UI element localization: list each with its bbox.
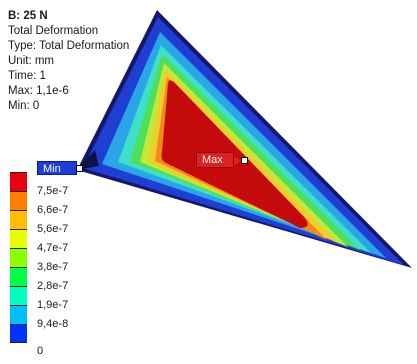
legend-swatch <box>10 191 27 210</box>
result-info-panel: B: 25 N Total Deformation Type: Total De… <box>8 9 129 114</box>
legend-label: 9,4e-8 <box>37 318 69 330</box>
max-probe-label[interactable]: Max <box>196 152 241 168</box>
legend-swatch <box>10 267 27 286</box>
legend-swatch <box>10 229 27 248</box>
min-probe-label[interactable]: Min <box>37 161 77 175</box>
legend-label: 7,5e-7 <box>37 185 69 197</box>
result-name: Total Deformation <box>8 25 99 37</box>
min-probe-marker <box>76 165 83 172</box>
legend-label: 0 <box>37 345 44 357</box>
legend-label: 2,8e-7 <box>37 280 69 292</box>
legend-label: 6,6e-7 <box>37 204 69 216</box>
triangle-plate-model <box>77 10 412 268</box>
legend-label: 5,6e-7 <box>37 223 69 235</box>
result-title: B: 25 N <box>8 10 48 22</box>
legend-swatch <box>10 248 27 267</box>
result-max: Max: 1,1e-6 <box>8 85 69 97</box>
legend-swatch <box>10 324 27 343</box>
result-type: Type: Total Deformation <box>8 40 130 52</box>
legend-swatch <box>10 172 27 191</box>
legend-label: 1,9e-7 <box>37 299 69 311</box>
legend-label: 4,7e-7 <box>37 242 69 254</box>
result-time: Time: 1 <box>8 70 46 82</box>
legend-label: 3,8e-7 <box>37 261 69 273</box>
legend-swatch <box>10 305 27 324</box>
max-probe-marker <box>241 157 248 164</box>
result-min: Min: 0 <box>8 100 40 112</box>
result-unit: Unit: mm <box>8 55 54 67</box>
legend-swatch <box>10 286 27 305</box>
legend-swatch <box>10 210 27 229</box>
contour-band-red <box>161 80 308 229</box>
